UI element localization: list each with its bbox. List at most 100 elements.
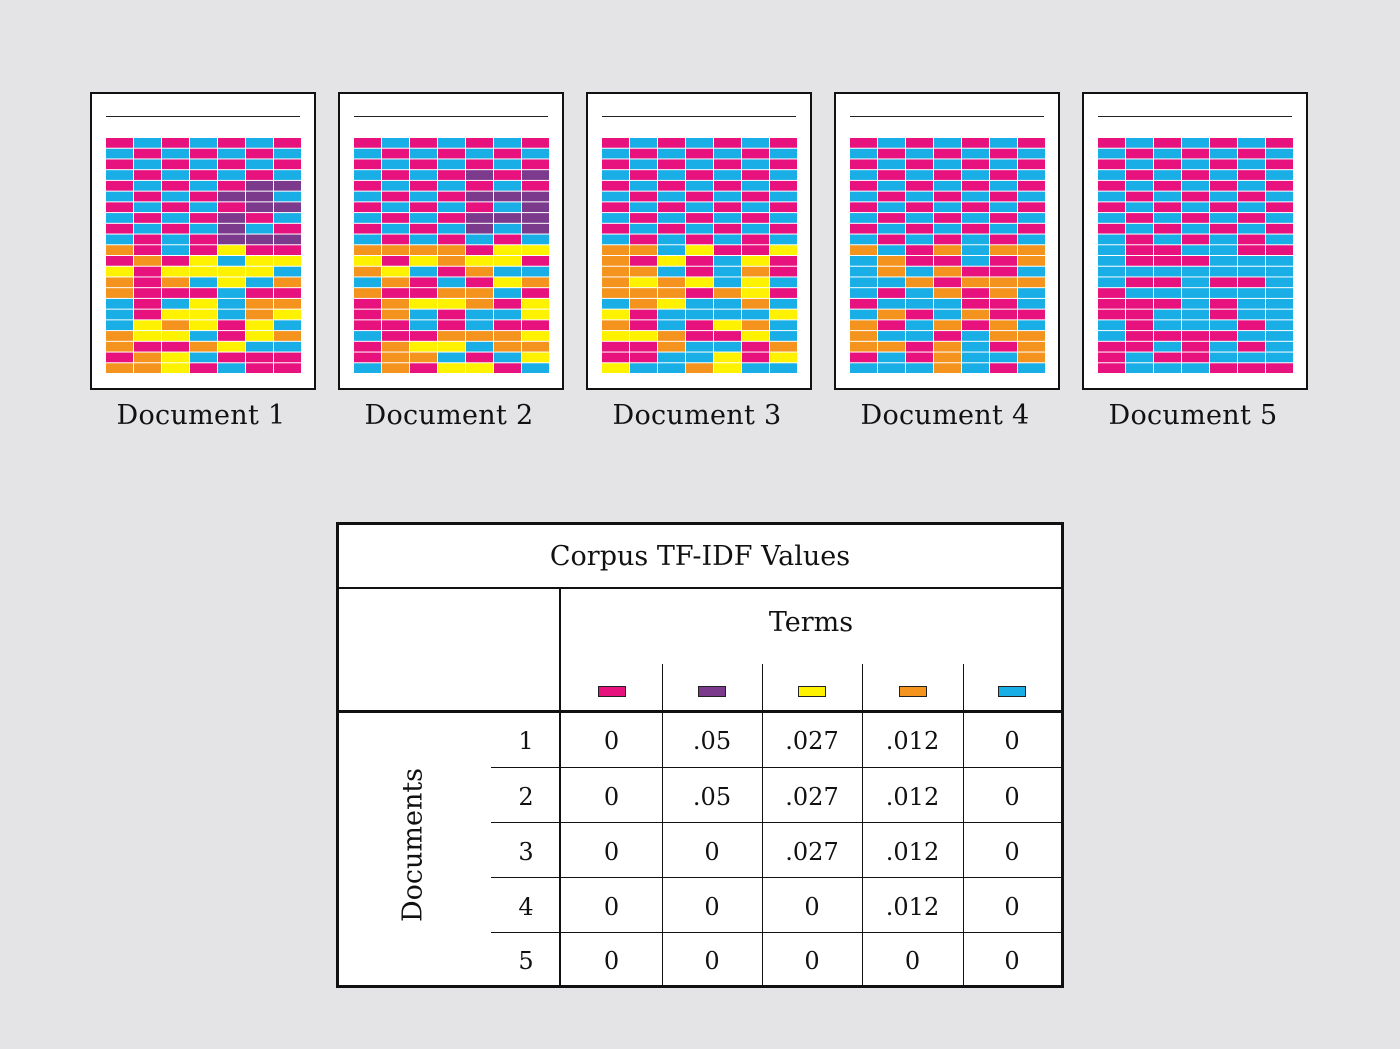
term-cell-cyan: [878, 202, 905, 213]
term-cell-cyan: [190, 223, 217, 234]
term-cell-cyan: [1238, 159, 1265, 170]
term-cell-yellow: [742, 288, 769, 298]
term-cell-cyan: [1266, 266, 1293, 277]
term-cell-pink: [990, 191, 1017, 202]
term-cell-cyan: [438, 202, 465, 213]
term-cell-cyan: [190, 180, 217, 191]
term-cell-cyan: [410, 234, 437, 245]
term-cell-pink: [1154, 298, 1181, 309]
term-cell-pink: [410, 223, 437, 234]
term-cell-pink: [438, 191, 465, 202]
term-cell-pink: [934, 170, 961, 180]
term-cell-cyan: [1266, 320, 1293, 331]
term-cell-pink: [906, 341, 933, 352]
term-cell-orange: [990, 331, 1017, 341]
term-cell-cyan: [714, 213, 741, 223]
term-cell-cyan: [274, 170, 301, 180]
term-cell-orange: [106, 341, 133, 352]
term-cell-cyan: [438, 352, 465, 363]
document-term-grid: [106, 138, 301, 373]
term-cell-pink: [494, 234, 521, 245]
term-cell-pink: [630, 341, 657, 352]
term-cell-pink: [438, 234, 465, 245]
term-cell-pink: [770, 180, 797, 191]
term-cell-pink: [1098, 309, 1125, 320]
term-cell-pink: [990, 309, 1017, 320]
column-divider: [862, 664, 863, 985]
term-cell-yellow: [162, 266, 189, 277]
term-cell-pink: [878, 234, 905, 245]
document-3: [586, 92, 812, 390]
document-header-rule: [1098, 116, 1292, 117]
term-cell-orange: [878, 256, 905, 266]
term-cell-yellow: [714, 352, 741, 363]
term-cell-pink: [218, 138, 245, 148]
term-cell-pink: [106, 256, 133, 266]
term-cell-cyan: [1154, 170, 1181, 180]
term-cell-cyan: [106, 191, 133, 202]
term-cell-cyan: [1154, 191, 1181, 202]
term-cell-yellow: [714, 320, 741, 331]
term-cell-pink: [1154, 159, 1181, 170]
term-cell-cyan: [1126, 159, 1153, 170]
term-cell-pink: [354, 223, 381, 234]
term-cell-pink: [770, 266, 797, 277]
column-divider: [963, 664, 964, 985]
term-cell-pink: [522, 256, 549, 266]
term-cell-pink: [934, 277, 961, 288]
term-cell-cyan: [1238, 266, 1265, 277]
term-cell-cyan: [934, 223, 961, 234]
term-cell-cyan: [850, 191, 877, 202]
term-cell-pink: [934, 213, 961, 223]
term-cell-cyan: [1210, 352, 1237, 363]
term-cell-pink: [962, 320, 989, 331]
term-cell-cyan: [658, 363, 685, 373]
term-cell-pink: [1126, 256, 1153, 266]
term-cell-pink: [494, 320, 521, 331]
term-cell-cyan: [106, 213, 133, 223]
term-cell-cyan: [1018, 148, 1045, 159]
term-cell-yellow: [246, 331, 273, 341]
term-cell-pink: [630, 234, 657, 245]
term-cell-pink: [1238, 234, 1265, 245]
term-cell-pink: [1154, 256, 1181, 266]
term-swatch-purple: [698, 686, 726, 697]
term-cell-cyan: [770, 320, 797, 331]
term-cell-orange: [602, 266, 629, 277]
term-cell-cyan: [1182, 245, 1209, 255]
term-cell-cyan: [658, 245, 685, 255]
document-row-number: 2: [518, 782, 534, 811]
term-cell-cyan: [274, 266, 301, 277]
term-cell-cyan: [686, 341, 713, 352]
term-cell-cyan: [686, 159, 713, 170]
term-cell-orange: [630, 298, 657, 309]
tfidf-cell: .012: [885, 837, 940, 866]
term-cell-cyan: [1266, 256, 1293, 266]
term-cell-pink: [246, 148, 273, 159]
term-cell-cyan: [1210, 191, 1237, 202]
term-cell-cyan: [878, 298, 905, 309]
term-cell-orange: [494, 331, 521, 341]
term-cell-cyan: [1210, 288, 1237, 298]
term-cell-cyan: [686, 138, 713, 148]
term-cell-cyan: [1182, 277, 1209, 288]
tfidf-cell: 0: [1004, 782, 1020, 811]
term-cell-cyan: [354, 331, 381, 341]
document-label: Document 4: [860, 400, 1030, 431]
term-cell-cyan: [714, 191, 741, 202]
term-cell-yellow: [686, 277, 713, 288]
document-header-rule: [850, 116, 1044, 117]
term-cell-pink: [190, 234, 217, 245]
term-cell-cyan: [106, 234, 133, 245]
term-cell-pink: [742, 213, 769, 223]
term-cell-cyan: [906, 363, 933, 373]
term-cell-pink: [218, 180, 245, 191]
term-cell-pink: [354, 159, 381, 170]
term-cell-pink: [1098, 341, 1125, 352]
term-cell-pink: [1266, 223, 1293, 234]
term-cell-cyan: [218, 309, 245, 320]
term-cell-yellow: [162, 309, 189, 320]
term-cell-pink: [1182, 170, 1209, 180]
term-cell-yellow: [410, 256, 437, 266]
term-cell-cyan: [602, 191, 629, 202]
